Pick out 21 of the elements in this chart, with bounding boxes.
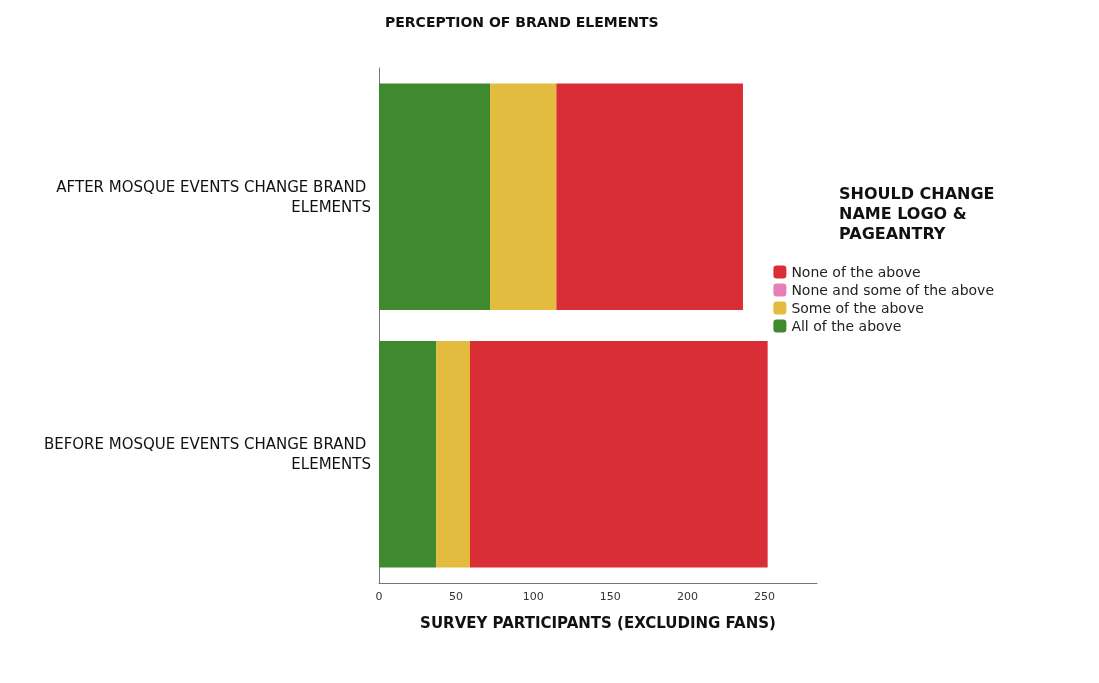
legend-label: Some of the above bbox=[791, 300, 924, 316]
bar bbox=[379, 340, 437, 568]
bar bbox=[469, 340, 768, 568]
legend-title: SHOULD CHANGE NAME LOGO & PAGEANTRY bbox=[839, 183, 1001, 243]
legend-label: None of the above bbox=[791, 264, 921, 280]
bar bbox=[556, 83, 743, 311]
legend-label: All of the above bbox=[791, 318, 902, 334]
x-axis-title: SURVEY PARTICIPANTS (EXCLUDING FANS) bbox=[420, 613, 776, 632]
x-tick-label: 50 bbox=[449, 590, 464, 603]
bar bbox=[436, 340, 470, 568]
chart-title: PERCEPTION OF BRAND ELEMENTS bbox=[385, 14, 659, 30]
x-tick-label: 0 bbox=[375, 590, 383, 603]
y-tick-label: BEFORE MOSQUE EVENTS CHANGE BRAND ELEMENTS bbox=[43, 435, 371, 474]
legend-label: None and some of the above bbox=[791, 282, 994, 298]
x-tick-label: 100 bbox=[522, 590, 544, 603]
bar bbox=[490, 83, 557, 311]
x-tick-label: 150 bbox=[599, 590, 621, 603]
bar bbox=[379, 83, 491, 311]
y-tick-label: AFTER MOSQUE EVENTS CHANGE BRAND ELEMENTS bbox=[56, 177, 371, 216]
x-tick-label: 250 bbox=[754, 590, 776, 603]
x-tick-label: 200 bbox=[676, 590, 698, 603]
